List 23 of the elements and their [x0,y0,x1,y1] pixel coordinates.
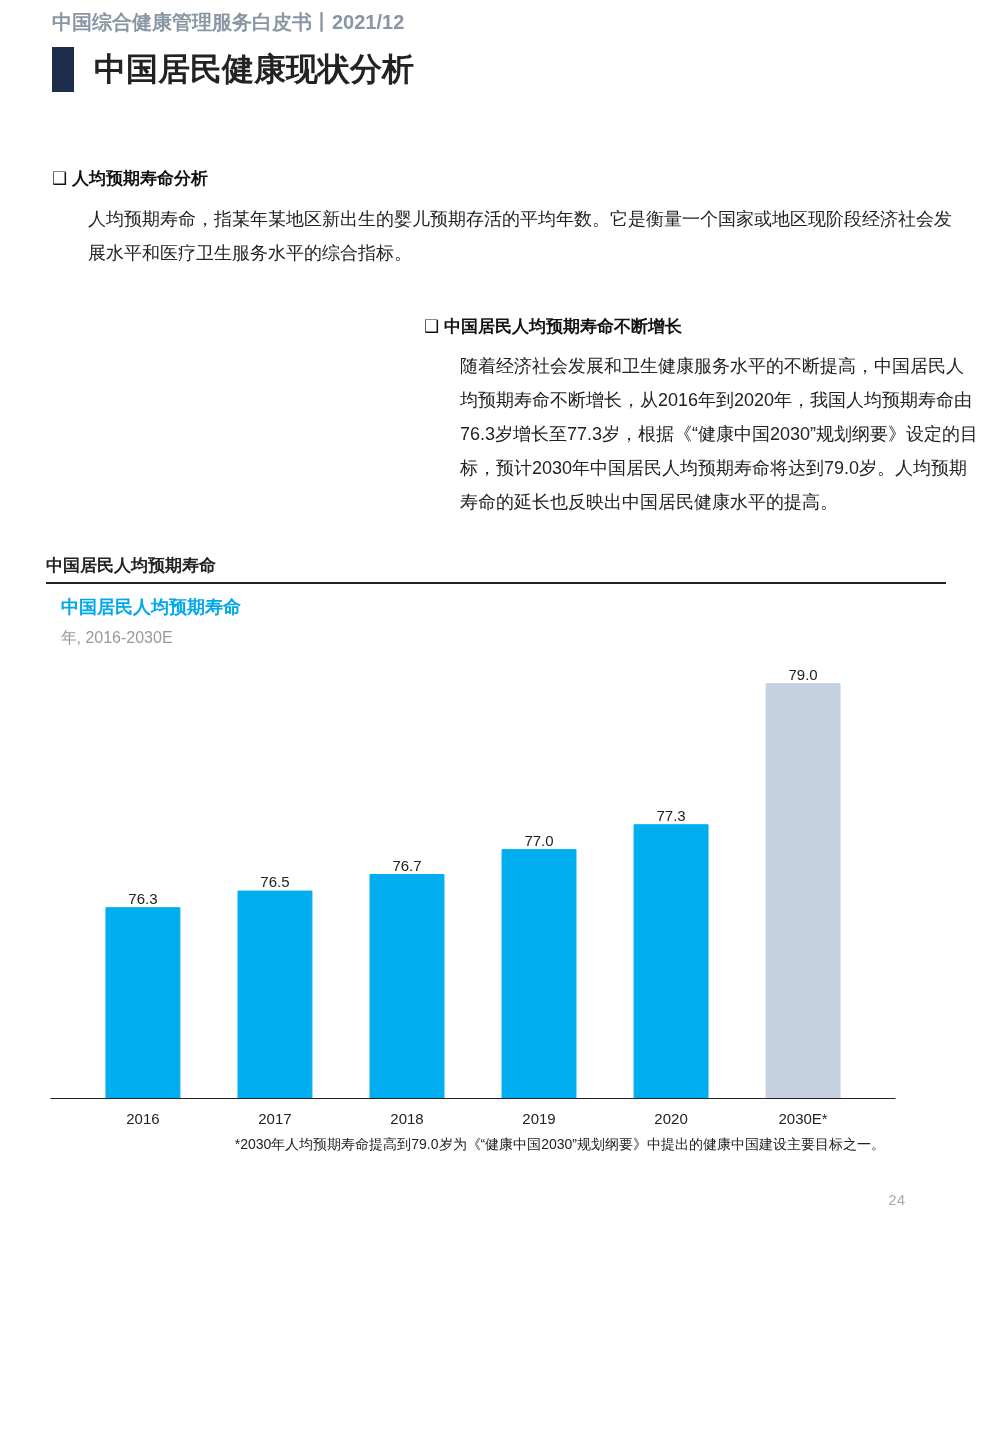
x-tick-label: 2018 [390,1109,424,1127]
data-label: 76.7 [392,856,422,874]
text: ❑ 人均预期寿命分析 [52,168,208,191]
text: 随着经济社会发展和卫生健康服务水平的不断提高，中国居民人均预期寿命不断增长，从2016年到2020年，我国人均预期寿命由76.3岁增长至77.3岁，根据《“健康中国2030”规划纲要》设定的目标，预计2030年中国居民人均预期寿命将达到79.0岁。人均预期寿命的延长也反映出中国居民健康水平的提高。 [460,354,980,514]
text: 中国居民人均预期寿命 [46,554,216,577]
text: 中国综合健康管理服务白皮书丨2021/12 [52,10,405,35]
text: 人均预期寿命，指某年某地区新出生的婴儿预期存活的平均年数。它是衡量一个国家或地区现阶段经济社会发展水平和医疗卫生服务水平的综合指标。 [88,207,953,265]
chart-title: 中国居民人均预期寿命 [60,596,241,617]
text: ❑ 中国居民人均预期寿命不断增长 [424,315,682,338]
text: 24 [888,1190,905,1211]
data-label: 77.3 [656,806,686,824]
x-tick-label: 2016 [126,1109,160,1127]
data-label: 77.0 [524,831,554,849]
chart-subtitle: 年, 2016-2030E [60,628,173,646]
text: *2030年人均预期寿命提高到79.0岁为《“健康中国2030”规划纲要》中提出的健康中国建设主要目标之一。 [234,1135,885,1155]
x-tick-label: 2017 [258,1109,292,1127]
data-label: 79.0 [788,665,818,683]
x-tick-label: 2020 [654,1109,688,1127]
x-tick-label: 2019 [522,1109,556,1127]
x-tick-label: 2030E* [778,1109,828,1127]
data-label: 76.5 [260,873,290,891]
text: 中国居民健康现状分析 [94,49,414,89]
data-label: 76.3 [128,889,158,907]
